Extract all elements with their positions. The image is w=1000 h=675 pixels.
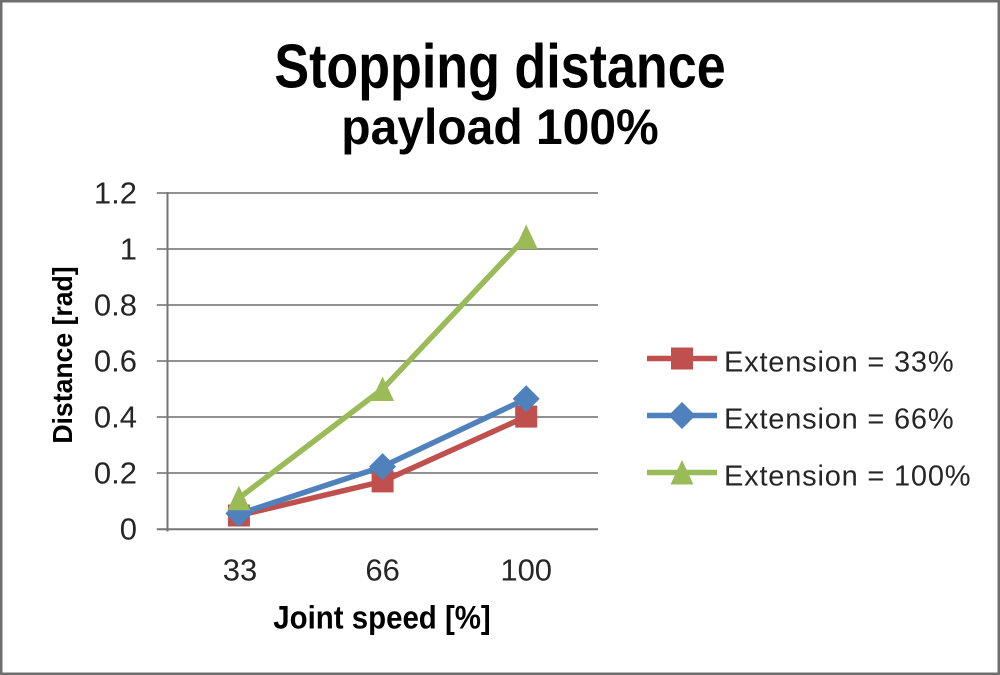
svg-text:Joint speed [%]: Joint speed [%] xyxy=(273,600,490,636)
svg-text:66: 66 xyxy=(365,553,399,588)
svg-text:1.2: 1.2 xyxy=(94,176,137,211)
svg-text:0.8: 0.8 xyxy=(94,288,137,323)
svg-text:0: 0 xyxy=(120,512,137,547)
svg-text:1: 1 xyxy=(120,232,137,267)
svg-text:0.2: 0.2 xyxy=(94,456,137,491)
svg-text:0.4: 0.4 xyxy=(94,400,137,435)
svg-text:100: 100 xyxy=(500,553,552,588)
svg-text:Stopping distance: Stopping distance xyxy=(274,32,725,101)
svg-text:0.6: 0.6 xyxy=(94,344,137,379)
svg-text:Extension = 33%: Extension = 33% xyxy=(724,347,954,379)
svg-text:payload 100%: payload 100% xyxy=(341,100,658,155)
svg-text:Extension = 66%: Extension = 66% xyxy=(724,404,954,436)
svg-text:33: 33 xyxy=(223,553,257,588)
svg-text:Extension = 100%: Extension = 100% xyxy=(724,461,971,493)
svg-text:Distance [rad]: Distance [rad] xyxy=(46,266,78,443)
